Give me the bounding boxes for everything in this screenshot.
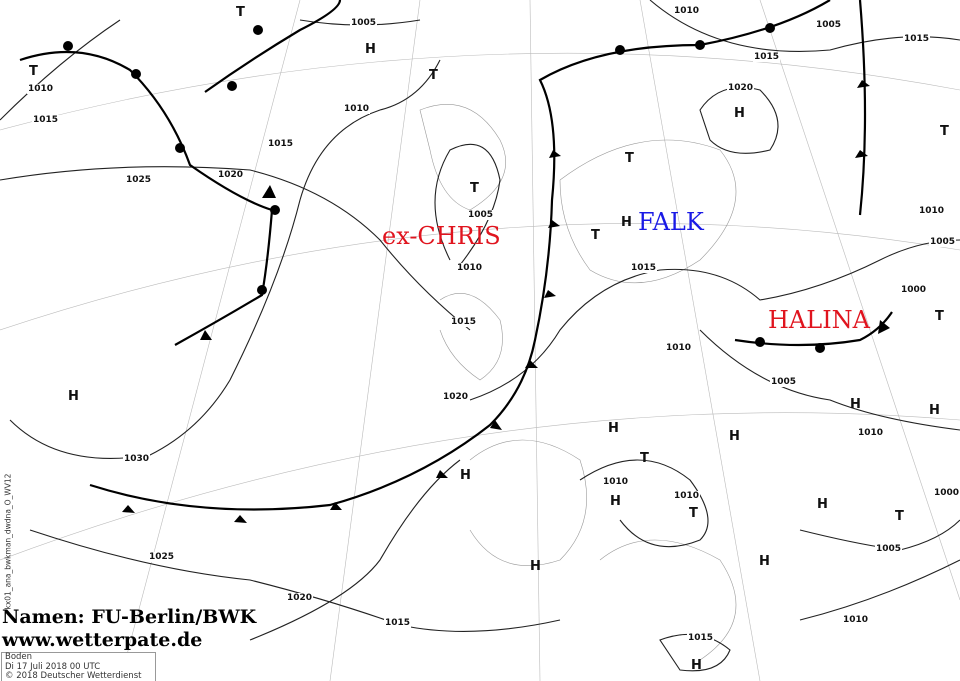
storm-label-ex-chris: ex-CHRIS <box>382 222 501 250</box>
isobar-label: 1010 <box>602 477 630 487</box>
isobar-label: 1020 <box>286 593 314 603</box>
product-code: kx01_ana_bwkman_dwdna_O_WV12 <box>3 473 13 610</box>
isobar-label: 1005 <box>875 544 903 554</box>
isobar-label: 1010 <box>918 206 946 216</box>
isobar-label: 1010 <box>27 84 55 94</box>
low-pressure-center: T <box>895 509 904 524</box>
isobar-label: 1005 <box>467 210 495 220</box>
isobar-label: 1025 <box>148 552 176 562</box>
low-pressure-center: T <box>689 506 698 521</box>
isobar-label: 1020 <box>217 170 245 180</box>
high-pressure-center: H <box>608 421 619 436</box>
info-copyright: © 2018 Deutscher Wetterdienst <box>5 671 142 681</box>
low-pressure-center: T <box>935 309 944 324</box>
high-pressure-center: H <box>729 429 740 444</box>
isobar-label: 1010 <box>343 104 371 114</box>
coastlines <box>419 103 737 661</box>
isobar-label: 1010 <box>857 428 885 438</box>
isobar-label: 1005 <box>350 18 378 28</box>
front-symbols <box>63 23 890 523</box>
credit-website[interactable]: www.wetterpate.de <box>2 629 203 651</box>
isobar-label: 1010 <box>673 491 701 501</box>
storm-label-halina: HALINA <box>768 306 871 334</box>
high-pressure-center: H <box>850 397 861 412</box>
isobar-label: 1015 <box>903 34 931 44</box>
isobar-label: 1015 <box>267 139 295 149</box>
high-pressure-center: H <box>68 389 79 404</box>
isobar-label: 1025 <box>125 175 153 185</box>
isobar-label: 1000 <box>933 488 960 498</box>
isobar-label: 1000 <box>900 285 928 295</box>
isobar-label: 1010 <box>456 263 484 273</box>
storm-label-falk: FALK <box>638 208 704 236</box>
info-datetime: Di 17 Juli 2018 00 UTC <box>5 661 101 672</box>
low-pressure-center: T <box>940 124 949 139</box>
isobar-label: 1015 <box>32 115 60 125</box>
isobar-label: 1005 <box>770 377 798 387</box>
low-pressure-center: T <box>591 228 600 243</box>
isobar-label: 1005 <box>815 20 843 30</box>
high-pressure-center: H <box>365 42 376 57</box>
isobar-label: 1010 <box>673 6 701 16</box>
isobar-label: 1015 <box>753 52 781 62</box>
isobar-label: 1005 <box>929 237 957 247</box>
isobar-label: 1015 <box>384 618 412 628</box>
isobar-label: 1015 <box>450 317 478 327</box>
high-pressure-center: H <box>530 559 541 574</box>
low-pressure-center: T <box>640 451 649 466</box>
high-pressure-center: H <box>759 554 770 569</box>
high-pressure-center: H <box>460 468 471 483</box>
low-pressure-center: T <box>236 5 245 20</box>
high-pressure-center: H <box>691 658 702 673</box>
high-pressure-center: H <box>817 497 828 512</box>
high-pressure-center: H <box>929 403 940 418</box>
high-pressure-center: H <box>734 106 745 121</box>
low-pressure-center: T <box>470 181 479 196</box>
isobar-label: 1020 <box>727 83 755 93</box>
high-pressure-center: H <box>610 494 621 509</box>
low-pressure-center: T <box>29 64 38 79</box>
isobar-label: 1010 <box>842 615 870 625</box>
isobar-label: 1020 <box>442 392 470 402</box>
isobar-label: 1030 <box>123 454 151 464</box>
credit-names: Namen: FU-Berlin/BWK <box>2 606 257 628</box>
fronts <box>19 0 893 511</box>
isobar-label: 1010 <box>665 343 693 353</box>
low-pressure-center: T <box>625 151 634 166</box>
info-level: Boden <box>5 652 33 662</box>
info-box: Boden Di 17 Juli 2018 00 UTC © 2018 Deut… <box>1 652 156 681</box>
isobar-label: 1015 <box>630 263 658 273</box>
isobar-label: 1015 <box>687 633 715 643</box>
low-pressure-center: T <box>429 68 438 83</box>
high-pressure-center: H <box>621 215 632 230</box>
